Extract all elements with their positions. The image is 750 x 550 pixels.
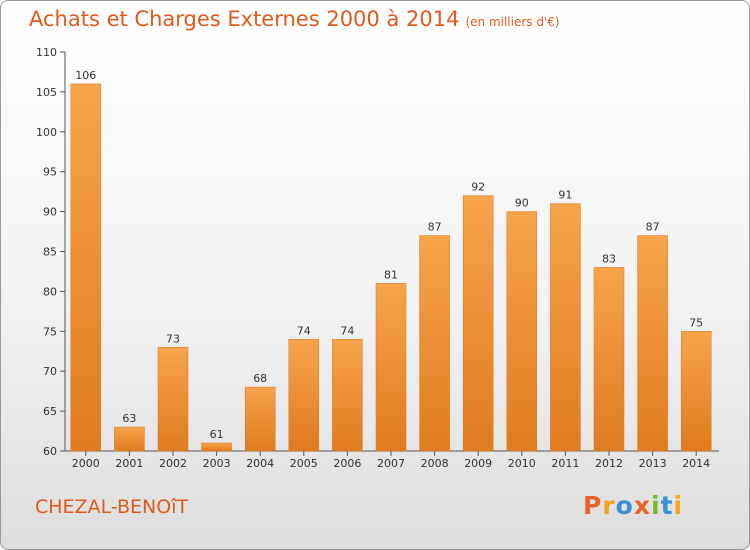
- bar-value-label: 91: [558, 189, 572, 202]
- logo-letter: i: [651, 491, 661, 520]
- y-axis: 60 65 70 75 80 85 90 95 100 105 110: [36, 46, 66, 458]
- bar-value-label: 74: [340, 324, 354, 337]
- x-tick-label: 2007: [377, 457, 405, 470]
- logo-letter: t: [660, 491, 674, 520]
- bar-value-label: 61: [210, 428, 224, 441]
- proxiti-logo: Proxiti: [583, 491, 683, 520]
- bar: [637, 235, 668, 452]
- logo-letter: r: [602, 491, 616, 520]
- x-tick-label: 2010: [508, 457, 536, 470]
- chart-title-text: Achats et Charges Externes 2000 à 2014: [29, 7, 460, 31]
- x-tick-label: 2011: [551, 457, 579, 470]
- bar: [506, 211, 538, 452]
- bar: [462, 195, 494, 452]
- x-tick-label: 2009: [464, 457, 492, 470]
- bar: [550, 203, 581, 452]
- x-tick-label: 2004: [246, 457, 274, 470]
- x-tick-label: 2006: [333, 457, 361, 470]
- bar: [288, 339, 320, 452]
- bar: [419, 235, 450, 452]
- bar-value-label: 83: [602, 252, 616, 265]
- x-tick-label: 2000: [72, 457, 100, 470]
- commune-name: CHEZAL-BENOîT: [35, 496, 189, 518]
- y-tick-label: 80: [43, 285, 57, 298]
- y-tick-label: 85: [43, 246, 57, 259]
- logo-letter: P: [583, 491, 603, 520]
- bar: [114, 426, 145, 452]
- x-axis: 2000 2001 2002 2003 2004 2005 2006 2007 2008 2009…: [65, 450, 719, 470]
- bar: [375, 283, 407, 452]
- bar: [157, 347, 189, 452]
- chart-subtitle: (en milliers d'€): [465, 15, 560, 29]
- y-tick-label: 105: [36, 86, 57, 99]
- logo-letter: o: [615, 491, 634, 520]
- bars: 106 63 73 61 68 74 74 81 87 92 90 91 83 87 75: [70, 69, 712, 452]
- x-tick-label: 2002: [159, 457, 187, 470]
- y-tick-label: 90: [43, 206, 57, 219]
- x-tick-label: 2013: [639, 457, 667, 470]
- logo-letter: x: [633, 491, 651, 520]
- x-tick-label: 2001: [115, 457, 143, 470]
- bar: [332, 339, 363, 452]
- bar: [201, 442, 232, 452]
- chart-title: Achats et Charges Externes 2000 à 2014 (e…: [29, 7, 560, 31]
- bar: [593, 267, 625, 452]
- bar-value-label: 106: [75, 69, 96, 82]
- bar-value-label: 87: [646, 221, 660, 234]
- bar-value-label: 81: [384, 268, 398, 281]
- x-tick-label: 2005: [290, 457, 318, 470]
- y-tick-label: 100: [36, 126, 57, 139]
- bar-value-label: 75: [689, 316, 703, 329]
- x-tick-label: 2008: [421, 457, 449, 470]
- bar: [680, 331, 712, 452]
- y-tick-label: 95: [43, 166, 57, 179]
- bar: [244, 386, 276, 452]
- x-tick-label: 2014: [682, 457, 710, 470]
- y-tick-label: 75: [43, 325, 57, 338]
- bar-value-label: 73: [166, 332, 180, 345]
- bar-value-label: 92: [471, 181, 485, 194]
- bar-value-label: 63: [122, 412, 136, 425]
- logo-letter: i: [673, 491, 684, 520]
- y-tick-label: 65: [43, 405, 57, 418]
- bar-value-label: 68: [253, 372, 267, 385]
- x-tick-label: 2012: [595, 457, 623, 470]
- x-tick-label: 2003: [203, 457, 231, 470]
- y-tick-label: 110: [36, 46, 57, 59]
- bar-value-label: 74: [297, 324, 311, 337]
- y-tick-label: 60: [43, 445, 57, 458]
- bar-value-label: 87: [428, 221, 442, 234]
- y-tick-label: 70: [43, 365, 57, 378]
- bar-value-label: 90: [515, 197, 529, 210]
- bar: [70, 83, 102, 452]
